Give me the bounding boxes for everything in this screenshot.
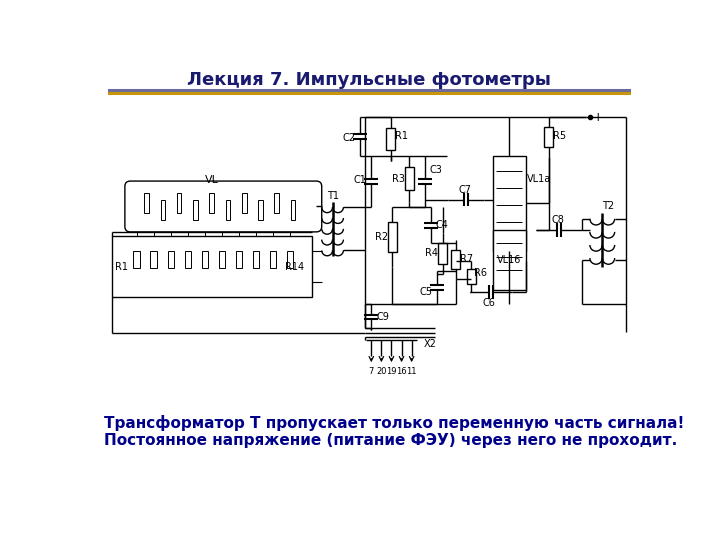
Bar: [467, 269, 476, 284]
Bar: [235, 251, 242, 268]
Bar: [225, 200, 230, 220]
Text: C3: C3: [429, 165, 442, 174]
Bar: [184, 251, 191, 268]
Bar: [258, 200, 263, 220]
Text: R4: R4: [426, 248, 438, 258]
Bar: [493, 156, 526, 251]
Text: VL: VL: [204, 176, 219, 185]
Bar: [161, 200, 165, 220]
Text: VL1a: VL1a: [527, 174, 552, 184]
Bar: [386, 128, 395, 150]
FancyBboxPatch shape: [125, 181, 322, 232]
Text: Постоянное напряжение (питание ФЭУ) через него не проходит.: Постоянное напряжение (питание ФЭУ) чере…: [104, 433, 678, 448]
Text: Лекция 7. Импульсные фотометры: Лекция 7. Импульсные фотометры: [187, 71, 551, 89]
Text: Трансформатор Т пропускает только переменную часть сигнала!: Трансформатор Т пропускает только переме…: [104, 415, 684, 431]
Text: C5: C5: [420, 287, 433, 297]
Bar: [210, 193, 214, 213]
Text: R6: R6: [474, 268, 487, 278]
Text: 16: 16: [396, 367, 407, 376]
Bar: [150, 251, 157, 268]
Bar: [242, 193, 246, 213]
Text: T1: T1: [327, 191, 338, 201]
Bar: [219, 251, 225, 268]
Text: X2: X2: [423, 339, 436, 348]
Text: T2: T2: [603, 201, 615, 211]
Bar: [202, 251, 208, 268]
Text: R3: R3: [392, 174, 405, 184]
Text: C6: C6: [482, 298, 495, 308]
Text: C8: C8: [552, 214, 564, 225]
Text: VL16: VL16: [497, 255, 521, 265]
Bar: [451, 250, 461, 269]
Bar: [144, 193, 149, 213]
Text: R1: R1: [115, 261, 128, 272]
Bar: [270, 251, 276, 268]
Text: R5: R5: [553, 131, 566, 140]
Bar: [253, 251, 259, 268]
Text: R2: R2: [375, 232, 388, 242]
Bar: [287, 251, 293, 268]
Text: 20: 20: [376, 367, 387, 376]
Bar: [291, 200, 295, 220]
Bar: [544, 127, 554, 147]
Bar: [193, 200, 198, 220]
Text: 7: 7: [369, 367, 374, 376]
Text: 11: 11: [406, 367, 417, 376]
Bar: [168, 251, 174, 268]
Text: C7: C7: [459, 185, 472, 195]
Bar: [177, 193, 181, 213]
Bar: [493, 231, 526, 291]
Text: C1: C1: [354, 176, 366, 185]
Text: R7: R7: [460, 254, 473, 264]
Text: R1: R1: [395, 131, 408, 140]
Bar: [274, 193, 279, 213]
Bar: [405, 167, 414, 190]
Text: R14: R14: [285, 261, 304, 272]
Bar: [133, 251, 140, 268]
Text: C4: C4: [436, 220, 449, 230]
Bar: [112, 236, 312, 298]
Text: C2: C2: [342, 133, 356, 143]
Text: 19: 19: [386, 367, 397, 376]
Bar: [387, 222, 397, 252]
Text: C9: C9: [377, 312, 390, 322]
Text: +: +: [593, 111, 603, 124]
Bar: [438, 243, 447, 264]
